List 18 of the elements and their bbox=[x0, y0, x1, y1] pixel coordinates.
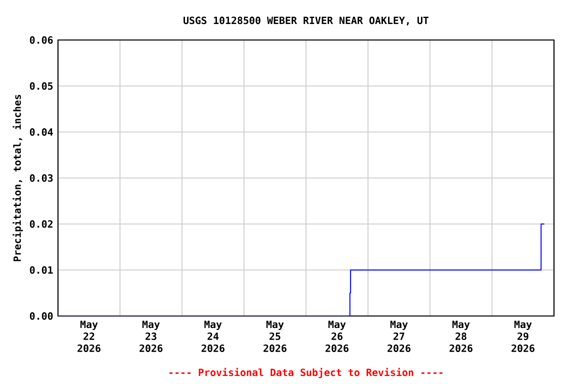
y-tick-label: 0.04 bbox=[30, 128, 53, 136]
y-tick-label: 0.05 bbox=[30, 82, 53, 90]
y-tick-label: 0.06 bbox=[30, 36, 53, 44]
y-tick-label: 0.01 bbox=[30, 266, 53, 274]
x-tick-label: May 27 2026 bbox=[388, 320, 410, 352]
chart-title: USGS 10128500 WEBER RIVER NEAR OAKLEY, UT bbox=[184, 16, 429, 26]
x-tick-label: May 24 2026 bbox=[202, 320, 224, 352]
y-axis-title: Precipitation, total, inches bbox=[12, 94, 23, 262]
y-tick-label: 0.02 bbox=[30, 220, 52, 228]
y-tick-label: 0.03 bbox=[30, 174, 53, 182]
x-tick-label: May 26 2026 bbox=[326, 320, 348, 352]
x-tick-label: May 23 2026 bbox=[140, 320, 162, 352]
x-tick-label: May 28 2026 bbox=[450, 320, 472, 352]
x-tick-label: May 29 2026 bbox=[512, 320, 534, 352]
x-tick-label: May 22 2026 bbox=[78, 320, 100, 352]
text: ---- Provisional Data Subject to Revision ---- bbox=[170, 368, 442, 378]
y-tick-label: 0.00 bbox=[30, 312, 53, 320]
x-tick-label: May 25 2026 bbox=[264, 320, 286, 352]
